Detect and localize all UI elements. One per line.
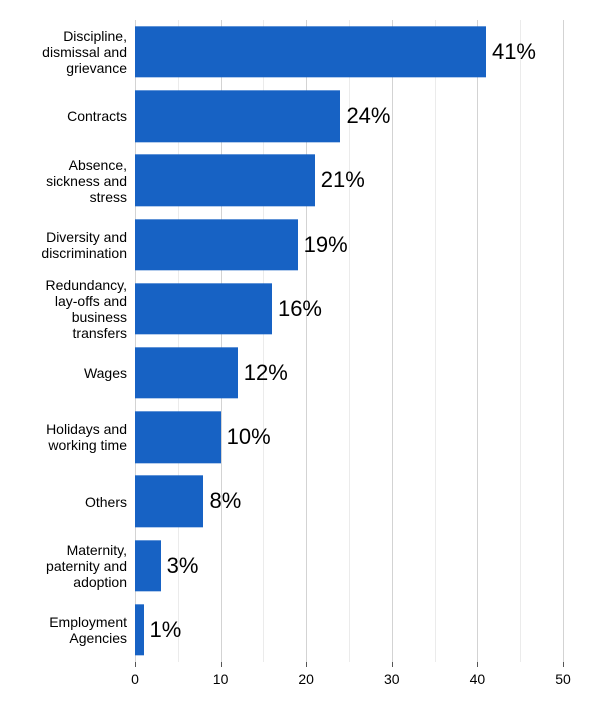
y-axis-category-label: Others bbox=[4, 493, 127, 509]
plot-area: 41% 24% 21% 19% 16% 12% 10% 8% 3% 1% bbox=[135, 20, 563, 662]
x-axis-tick bbox=[477, 662, 478, 667]
bar bbox=[135, 283, 272, 334]
bar-row: 3% bbox=[135, 534, 563, 598]
bar bbox=[135, 155, 315, 206]
bar-row: 21% bbox=[135, 148, 563, 212]
bar-row: 8% bbox=[135, 469, 563, 533]
bar bbox=[135, 476, 203, 527]
x-axis-tick bbox=[563, 662, 564, 667]
y-axis-category-label: Diversity and discrimination bbox=[4, 229, 127, 261]
bar bbox=[135, 26, 486, 77]
x-axis-tick-label: 50 bbox=[555, 671, 571, 687]
bar-row: 10% bbox=[135, 405, 563, 469]
bar bbox=[135, 412, 221, 463]
gridline-major bbox=[563, 20, 564, 662]
bar bbox=[135, 91, 340, 142]
x-axis-tick-label: 30 bbox=[384, 671, 400, 687]
bar-value-label: 16% bbox=[278, 296, 322, 322]
x-axis-tick bbox=[221, 662, 222, 667]
bar-value-label: 21% bbox=[321, 167, 365, 193]
bar-row: 19% bbox=[135, 213, 563, 277]
bar bbox=[135, 540, 161, 591]
x-axis-tick-label: 40 bbox=[470, 671, 486, 687]
bar-row: 12% bbox=[135, 341, 563, 405]
bar-row: 24% bbox=[135, 84, 563, 148]
bar-value-label: 12% bbox=[244, 360, 288, 386]
y-axis-category-label: Wages bbox=[4, 365, 127, 381]
bar-row: 41% bbox=[135, 20, 563, 84]
x-axis-tick bbox=[306, 662, 307, 667]
x-axis-tick-label: 0 bbox=[131, 671, 139, 687]
x-axis-tick-label: 20 bbox=[298, 671, 314, 687]
y-axis-category-label: Redundancy, lay-offs and business transf… bbox=[4, 277, 127, 341]
bar-chart: 41% 24% 21% 19% 16% 12% 10% 8% 3% 1% 0 10 20 30 40 50 Di… bbox=[0, 0, 593, 712]
x-axis-tick-label: 10 bbox=[213, 671, 229, 687]
bar-value-label: 10% bbox=[227, 424, 271, 450]
y-axis-category-label: Maternity, paternity and adoption bbox=[4, 542, 127, 590]
bar-value-label: 24% bbox=[346, 103, 390, 129]
bar-row: 16% bbox=[135, 277, 563, 341]
bar bbox=[135, 604, 144, 655]
bar-row: 1% bbox=[135, 598, 563, 662]
bar-value-label: 3% bbox=[167, 553, 199, 579]
y-axis-category-label: Contracts bbox=[4, 108, 127, 124]
x-axis-tick bbox=[392, 662, 393, 667]
bar bbox=[135, 347, 238, 398]
y-axis-category-label: Holidays and working time bbox=[4, 421, 127, 453]
bar-value-label: 1% bbox=[150, 617, 182, 643]
y-axis-category-label: Employment Agencies bbox=[4, 614, 127, 646]
bar-value-label: 8% bbox=[209, 488, 241, 514]
y-axis-category-label: Absence, sickness and stress bbox=[4, 156, 127, 204]
x-axis-tick bbox=[135, 662, 136, 667]
bar-value-label: 19% bbox=[304, 232, 348, 258]
bar-value-label: 41% bbox=[492, 39, 536, 65]
bar bbox=[135, 219, 298, 270]
y-axis-category-label: Discipline, dismissal and grievance bbox=[4, 28, 127, 76]
